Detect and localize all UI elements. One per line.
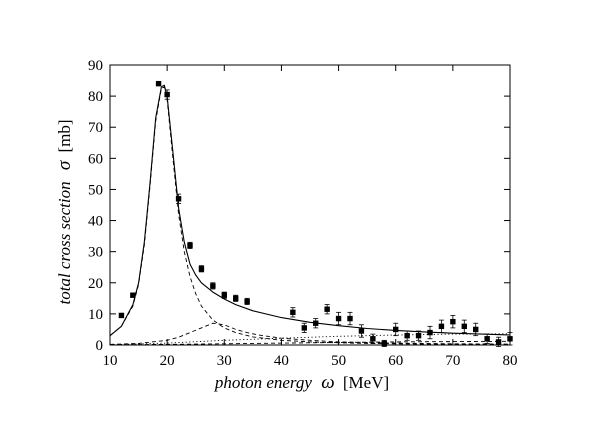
data-marker xyxy=(461,323,467,330)
x-tick-label-7: 80 xyxy=(503,353,518,369)
data-point-3 xyxy=(164,89,170,100)
data-point-20 xyxy=(393,322,399,337)
data-point-8 xyxy=(221,291,227,299)
data-marker xyxy=(370,336,376,342)
data-point-12 xyxy=(301,322,307,333)
data-marker xyxy=(495,339,502,345)
x-tick-label-5: 60 xyxy=(388,353,403,369)
data-marker xyxy=(301,325,307,331)
y-tick-label-6: 60 xyxy=(88,151,103,167)
data-point-1 xyxy=(130,292,136,298)
curve-low-background xyxy=(109,340,511,346)
data-point-7 xyxy=(210,282,216,290)
data-point-25 xyxy=(450,315,456,329)
data-marker xyxy=(175,196,182,202)
data-points xyxy=(118,80,513,347)
y-tick-label-8: 80 xyxy=(88,89,103,105)
y-axis-label: total cross section σ [mb] xyxy=(54,119,75,304)
data-marker xyxy=(450,318,456,325)
data-marker xyxy=(427,329,433,336)
data-point-15 xyxy=(335,311,342,326)
data-marker xyxy=(404,332,410,339)
data-point-10 xyxy=(244,297,250,305)
data-marker xyxy=(221,292,227,298)
data-point-5 xyxy=(187,241,193,249)
curve-second-resonance xyxy=(109,322,511,345)
x-tick-labels: 10 20 30 40 50 60 70 80 xyxy=(103,353,518,369)
data-marker xyxy=(187,242,193,249)
data-marker xyxy=(233,295,239,302)
data-point-14 xyxy=(324,304,330,315)
data-point-16 xyxy=(347,311,353,326)
data-point-29 xyxy=(495,336,502,347)
data-point-24 xyxy=(438,319,445,333)
data-point-19 xyxy=(381,339,387,347)
y-tick-label-9: 90 xyxy=(88,58,103,74)
x-axis-label: photon energy ω [MeV] xyxy=(214,372,389,393)
x-tick-label-2: 30 xyxy=(217,353,232,369)
data-point-9 xyxy=(233,294,239,302)
data-marker xyxy=(118,312,125,319)
data-point-23 xyxy=(427,325,433,340)
data-marker xyxy=(347,315,353,322)
data-marker xyxy=(415,332,422,339)
data-marker xyxy=(290,309,296,316)
data-marker xyxy=(155,80,162,87)
curve-total xyxy=(109,84,511,337)
data-point-22 xyxy=(415,330,422,341)
axis-ticks xyxy=(109,64,511,346)
data-point-27 xyxy=(473,322,479,337)
data-point-17 xyxy=(358,324,365,338)
data-marker xyxy=(393,326,399,333)
plot-frame xyxy=(109,64,511,346)
data-marker xyxy=(381,340,387,347)
data-point-26 xyxy=(461,319,467,333)
y-tick-label-0: 0 xyxy=(96,338,104,354)
data-marker xyxy=(473,326,479,333)
data-point-28 xyxy=(484,333,490,344)
y-tick-label-7: 70 xyxy=(88,120,103,136)
data-point-4 xyxy=(175,193,182,204)
x-tick-label-3: 40 xyxy=(274,353,289,369)
x-tick-label-0: 10 xyxy=(103,353,118,369)
x-tick-label-4: 50 xyxy=(331,353,346,369)
data-marker xyxy=(313,320,319,326)
x-tick-label-6: 70 xyxy=(445,353,460,369)
data-point-21 xyxy=(404,330,410,341)
data-marker xyxy=(484,336,490,342)
data-point-6 xyxy=(198,265,205,273)
y-tick-label-3: 30 xyxy=(88,245,103,261)
data-marker xyxy=(210,283,216,289)
y-tick-labels: 0 10 20 30 40 50 60 70 80 90 xyxy=(88,58,103,354)
data-marker xyxy=(244,298,250,305)
data-marker xyxy=(324,306,330,312)
model-curves xyxy=(109,84,511,346)
data-marker xyxy=(358,328,365,334)
curve-giant-dipole-resonance xyxy=(109,86,511,345)
data-point-2 xyxy=(155,80,162,87)
y-tick-label-2: 20 xyxy=(88,276,103,292)
y-tick-label-1: 10 xyxy=(88,307,103,323)
data-marker xyxy=(198,266,205,272)
data-point-18 xyxy=(370,333,376,344)
data-point-0 xyxy=(118,312,125,319)
data-marker xyxy=(164,91,170,98)
data-marker xyxy=(130,292,136,298)
data-marker xyxy=(335,315,342,322)
y-tick-label-5: 50 xyxy=(88,182,103,198)
data-point-11 xyxy=(290,307,296,318)
curve-quasi-deuteron xyxy=(109,333,511,346)
x-tick-label-1: 20 xyxy=(160,353,175,369)
y-tick-label-4: 40 xyxy=(88,214,103,230)
data-marker xyxy=(438,323,445,330)
data-point-13 xyxy=(313,318,319,329)
